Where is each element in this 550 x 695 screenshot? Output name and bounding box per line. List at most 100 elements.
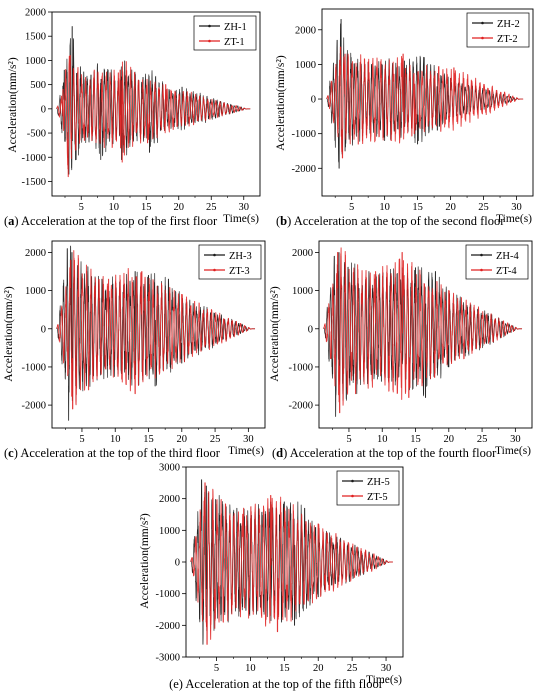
caption-paren-close: ) — [14, 214, 21, 228]
legend-marker-zt-3 — [213, 268, 216, 272]
y-tick-label: 3000 — [159, 463, 180, 474]
x-tick-label: 20 — [177, 434, 188, 445]
plot-area — [326, 19, 524, 169]
caption-paren-close: ) — [14, 446, 21, 460]
panel-caption: (d) Acceleration at the top of the fourt… — [272, 446, 497, 460]
x-axis-label: Time(s) — [223, 213, 259, 225]
x-axis-label: Time(s) — [366, 674, 402, 686]
panel-caption: (a) Acceleration at the top of the first… — [4, 214, 218, 228]
y-tick-label: 1500 — [25, 32, 46, 43]
y-tick-label: -2000 — [289, 401, 314, 412]
x-tick-label: 30 — [381, 663, 392, 674]
x-axis-label: Time(s) — [495, 445, 531, 457]
caption-paren-open: ( — [276, 214, 280, 228]
y-tick-label: 0 — [311, 95, 316, 106]
legend-box — [466, 12, 530, 48]
caption-paren-open: ( — [272, 446, 276, 460]
y-tick-label: -1000 — [289, 362, 314, 373]
chart-panel-e: 5 10 15 20 25 30 -3000 -2000 -1000 0 1000 2000 3000 T… — [139, 463, 404, 691]
x-tick-label: 15 — [412, 202, 423, 213]
axes-frame — [318, 240, 533, 429]
y-tick-label: 0 — [175, 558, 180, 569]
caption-text: (e) Acceleration at the top of the fifth… — [169, 677, 384, 691]
y-tick-label: 2000 — [25, 8, 46, 19]
caption-paren-open: ( — [4, 446, 8, 460]
y-axis-label: Acceleration(mm/s²) — [7, 57, 19, 153]
axes-frame — [51, 240, 266, 429]
y-tick-label: 2000 — [292, 248, 313, 259]
y-tick-label: 0 — [308, 324, 313, 335]
x-tick-label: 25 — [210, 434, 221, 445]
x-tick-label: 10 — [109, 202, 120, 213]
chart-panel-c: 5 10 15 20 25 30 -2000 -1000 0 1000 2000 Time(s) Acc… — [3, 240, 266, 460]
x-tick-label: 20 — [313, 663, 324, 674]
y-tick-label: -3000 — [156, 653, 181, 664]
legend-marker-zt-4 — [480, 268, 483, 272]
chart-panel-d: 5 10 15 20 25 30-2000-1000010002000Time(s)Acc… — [269, 240, 533, 460]
y-tick-label: 2000 — [295, 25, 316, 36]
caption-text: Acceleration at the top of the second fl… — [294, 214, 506, 228]
x-tick-label: 5 — [346, 434, 351, 445]
plot-area — [56, 26, 251, 178]
plot-area — [323, 247, 523, 417]
legend-marker-zt-1 — [208, 39, 211, 43]
legend-entry-zt-4: ZT-4 — [496, 266, 517, 277]
y-tick-label: 1000 — [25, 286, 46, 297]
y-tick-label: 500 — [30, 80, 46, 91]
y-tick-label: -1000 — [156, 589, 181, 600]
series-line-zt-3 — [56, 250, 256, 410]
x-tick-label: 5 — [79, 434, 84, 445]
series-line-zt-4 — [323, 247, 523, 414]
y-tick-label: -1000 — [22, 362, 47, 373]
caption-letter: a — [8, 214, 15, 228]
y-axis-label: Acceleration(mm/s²) — [269, 286, 281, 382]
x-tick-label: 15 — [279, 663, 290, 674]
x-tick-label: 20 — [445, 202, 456, 213]
x-tick-label: 25 — [206, 202, 217, 213]
caption-text: Acceleration at the top of the fourth fl… — [290, 446, 497, 460]
caption-paren-close: ) — [283, 446, 290, 460]
legend-entry-zt-2: ZT-2 — [497, 34, 518, 45]
legend-marker-zh-3 — [213, 253, 216, 257]
legend-marker-zt-2 — [481, 36, 484, 40]
caption-paren-open: ( — [4, 214, 8, 228]
legend-entry-zh-1: ZH-1 — [224, 22, 247, 33]
x-axis-label: Time(s) — [228, 445, 264, 457]
legend-marker-zh-4 — [480, 253, 483, 257]
legend-entry-zh-5: ZH-5 — [367, 477, 390, 488]
legend-marker-zh-1 — [208, 24, 211, 28]
x-tick-label: 5 — [349, 202, 354, 213]
y-axis-label: Acceleration(mm/s²) — [3, 286, 15, 382]
panel-caption: (e) Acceleration at the top of the fifth… — [169, 677, 384, 691]
x-tick-label: 15 — [143, 434, 154, 445]
y-tick-label: -2000 — [156, 621, 181, 632]
chart-panel-b: 5 10 15 20 25 30-2000-1000010002000Time(s)Acc… — [275, 8, 534, 228]
y-tick-label: 0 — [41, 104, 46, 115]
y-axis-label: Acceleration(mm/s²) — [275, 55, 287, 151]
panel-caption: (b) Acceleration at the top of the secon… — [276, 214, 505, 228]
y-axis-label: Acceleration(mm/s²) — [139, 513, 151, 609]
legend-box — [193, 15, 257, 51]
x-tick-label: 30 — [511, 202, 522, 213]
x-tick-label: 10 — [377, 434, 388, 445]
x-tick-label: 25 — [477, 434, 488, 445]
legend-marker-zt-5 — [351, 494, 354, 498]
series-line-zt-5 — [190, 482, 394, 645]
x-tick-label: 25 — [347, 663, 358, 674]
y-tick-label: -1500 — [22, 177, 47, 188]
legend-box — [336, 470, 400, 506]
series-line-zt-2 — [326, 46, 524, 159]
caption-text: Acceleration at the top of the first flo… — [21, 214, 218, 228]
y-tick-label: -1000 — [22, 153, 47, 164]
x-tick-label: 25 — [478, 202, 489, 213]
x-tick-label: 15 — [141, 202, 152, 213]
legend-marker-zh-2 — [481, 21, 484, 25]
x-tick-label: 30 — [239, 202, 250, 213]
legend-marker-zh-5 — [351, 479, 354, 483]
y-tick-label: 1000 — [295, 60, 316, 71]
x-tick-label: 10 — [379, 202, 390, 213]
legend-box — [465, 244, 529, 280]
legend-entry-zh-2: ZH-2 — [497, 19, 520, 30]
x-tick-label: 20 — [174, 202, 185, 213]
